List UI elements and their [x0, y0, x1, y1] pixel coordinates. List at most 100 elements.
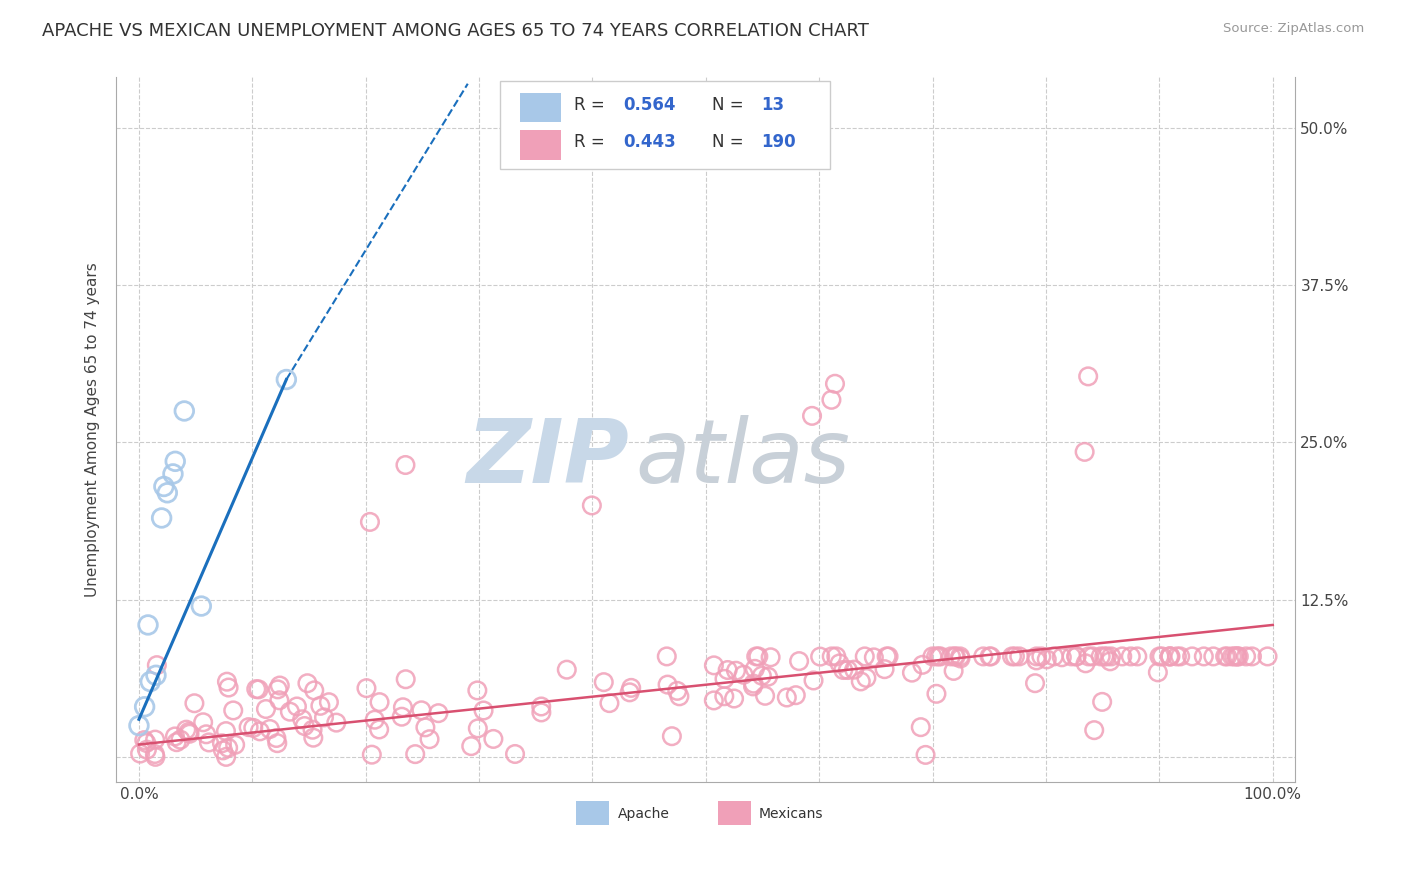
- Point: [467, 722, 489, 736]
- Point: [1192, 649, 1215, 664]
- Point: [503, 747, 526, 761]
- Point: [1083, 723, 1105, 738]
- Point: [1149, 649, 1171, 664]
- Point: [1111, 649, 1133, 664]
- Text: Source: ZipAtlas.com: Source: ZipAtlas.com: [1223, 22, 1364, 36]
- Point: [467, 683, 489, 698]
- Point: [356, 681, 378, 695]
- Point: [1202, 649, 1225, 664]
- Point: [156, 485, 179, 500]
- Point: [1240, 649, 1263, 664]
- Point: [1227, 649, 1250, 664]
- Point: [266, 736, 288, 750]
- Point: [530, 706, 553, 720]
- Point: [198, 735, 221, 749]
- Point: [1060, 649, 1083, 664]
- Point: [143, 732, 166, 747]
- Text: 13: 13: [761, 95, 785, 114]
- Point: [276, 372, 298, 386]
- Point: [472, 704, 495, 718]
- Text: Apache: Apache: [617, 807, 669, 821]
- Point: [925, 649, 948, 664]
- Text: ZIP: ZIP: [467, 415, 630, 501]
- Point: [911, 657, 934, 672]
- Text: APACHE VS MEXICAN UNEMPLOYMENT AMONG AGES 65 TO 74 YEARS CORRELATION CHART: APACHE VS MEXICAN UNEMPLOYMENT AMONG AGE…: [42, 22, 869, 40]
- Point: [1159, 649, 1181, 664]
- FancyBboxPatch shape: [499, 81, 830, 169]
- Point: [285, 699, 308, 714]
- Point: [312, 710, 335, 724]
- Point: [238, 720, 260, 734]
- Point: [808, 649, 831, 664]
- Point: [825, 649, 848, 664]
- Point: [1064, 649, 1087, 664]
- Point: [266, 731, 288, 745]
- Text: Mexicans: Mexicans: [759, 807, 824, 821]
- Point: [211, 736, 233, 750]
- Point: [1099, 654, 1122, 668]
- Point: [427, 706, 450, 721]
- Point: [1147, 665, 1170, 680]
- Point: [1223, 649, 1246, 664]
- Point: [190, 599, 212, 613]
- Point: [592, 675, 614, 690]
- Point: [979, 649, 1001, 664]
- Point: [1099, 649, 1122, 664]
- Point: [657, 678, 679, 692]
- Point: [745, 649, 768, 664]
- Point: [150, 511, 173, 525]
- Point: [368, 695, 391, 709]
- Point: [717, 663, 740, 677]
- Point: [742, 676, 765, 690]
- Text: N =: N =: [711, 95, 748, 114]
- Point: [1159, 649, 1181, 664]
- Point: [173, 404, 195, 418]
- Point: [1226, 649, 1249, 664]
- Point: [620, 681, 643, 695]
- Point: [751, 669, 773, 683]
- Point: [1257, 649, 1279, 664]
- Point: [242, 721, 264, 735]
- Point: [1001, 649, 1024, 664]
- Point: [304, 683, 326, 698]
- Point: [135, 742, 157, 756]
- Point: [482, 731, 505, 746]
- Point: [1119, 649, 1142, 664]
- FancyBboxPatch shape: [520, 130, 561, 160]
- Point: [785, 688, 807, 702]
- Point: [415, 720, 437, 734]
- Point: [1035, 652, 1057, 666]
- Point: [163, 730, 186, 744]
- Point: [245, 682, 267, 697]
- Point: [212, 743, 235, 757]
- Point: [832, 663, 855, 677]
- Point: [787, 654, 810, 668]
- Point: [139, 674, 162, 689]
- Point: [215, 750, 238, 764]
- Point: [177, 725, 200, 739]
- Point: [713, 690, 735, 704]
- Y-axis label: Unemployment Among Ages 65 to 74 years: Unemployment Among Ages 65 to 74 years: [86, 262, 100, 598]
- FancyBboxPatch shape: [520, 93, 561, 122]
- Point: [395, 672, 418, 686]
- Point: [278, 705, 301, 719]
- Point: [1081, 649, 1104, 664]
- Point: [318, 695, 340, 709]
- Point: [143, 747, 166, 761]
- Point: [1159, 649, 1181, 664]
- Point: [368, 723, 391, 737]
- Point: [269, 693, 291, 707]
- Point: [910, 720, 932, 734]
- Point: [1074, 657, 1097, 671]
- Point: [619, 685, 641, 699]
- Point: [598, 696, 620, 710]
- Point: [176, 723, 198, 737]
- Point: [297, 676, 319, 690]
- Point: [530, 699, 553, 714]
- Point: [666, 684, 689, 698]
- Point: [703, 658, 725, 673]
- Text: R =: R =: [574, 95, 610, 114]
- Point: [724, 664, 747, 678]
- Point: [828, 657, 851, 671]
- Point: [801, 409, 824, 423]
